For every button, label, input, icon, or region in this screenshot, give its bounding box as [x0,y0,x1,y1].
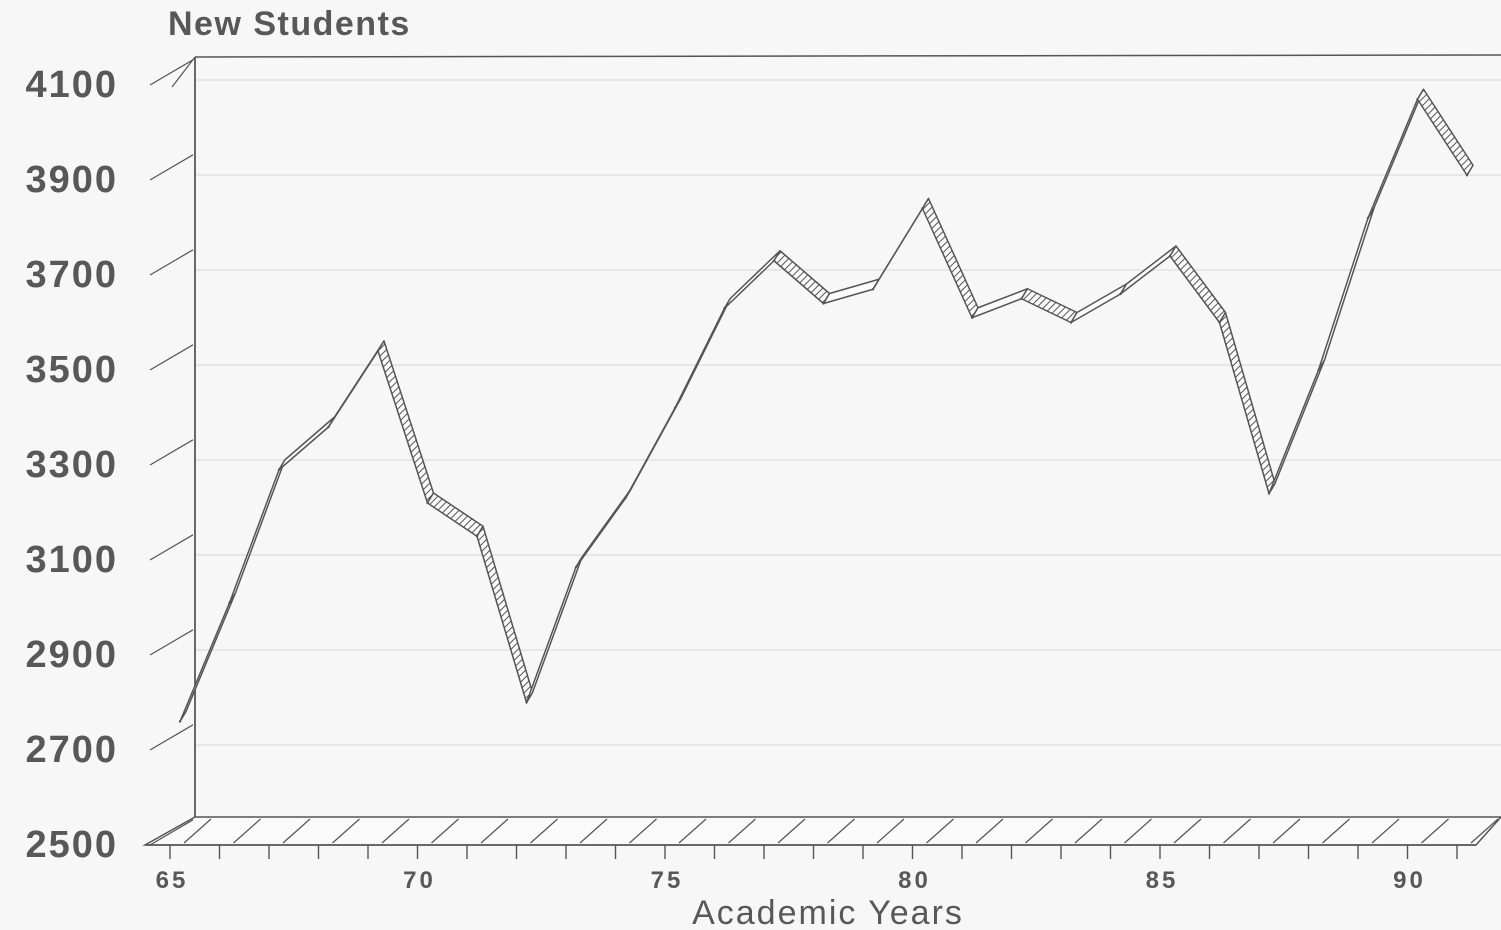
y-tick [149,249,194,276]
data-point [1465,174,1469,177]
data-point [574,565,578,569]
x-tick-label: 70 [403,867,436,894]
x-tick-label: 80 [898,867,931,894]
data-point [178,720,182,723]
y-tick-label: 3700 [25,254,118,296]
data-point [228,601,231,604]
x-tick-label: 90 [1393,867,1426,894]
data-point [327,425,330,429]
y-tick [149,819,194,846]
ribbon-segment [1218,311,1276,495]
data-point [376,349,380,353]
ribbon-segment [476,525,534,704]
data-point [772,259,776,262]
plot-frame [171,54,1501,817]
data-point [822,302,825,305]
data-point [723,307,726,310]
y-tick-label: 3900 [25,159,118,201]
data-point [1317,368,1320,372]
ribbon-segment [1169,245,1227,324]
ribbon-segment [1317,207,1375,371]
ribbon-segment [1367,88,1425,219]
ribbon-segment [723,250,781,309]
x-tick-label: 75 [651,867,684,894]
y-tick [149,59,194,86]
x-tick-label: 85 [1146,867,1179,894]
ribbon-segment [921,197,979,319]
y-tick-label: 3300 [25,444,118,486]
x-axis-label: Academic Years [692,894,964,930]
y-tick [149,534,194,561]
data-point [1218,321,1221,324]
plot-floor [142,816,1501,846]
data-point [921,207,924,210]
ribbon-segment [1020,288,1078,324]
ribbon-segment [624,397,682,499]
y-tick-label: 3100 [25,539,118,581]
ribbon-segment [228,459,286,604]
data-point [277,468,281,471]
ribbon-segment [278,416,336,471]
data-point [1069,321,1073,324]
series-ribbon [178,88,1474,723]
data-point [970,316,974,319]
x-tick-label: 65 [156,867,189,894]
ribbon-segment [1268,359,1326,495]
ribbon-segment [822,278,880,305]
y-tick-label: 2500 [25,824,118,866]
data-point [871,288,875,291]
ribbon-segment [971,288,1029,319]
data-point [1267,492,1271,495]
data-point [673,406,677,410]
y-tick-label: 4100 [25,64,118,106]
ribbon-segment [1070,283,1128,324]
y-tick [149,154,194,181]
ribbon-segment [773,250,831,305]
y-tick-label: 2700 [25,729,118,771]
ribbon-segment [525,556,583,704]
data-point [1020,297,1023,300]
data-point [426,501,429,505]
y-tick [149,439,194,466]
y-tick-label: 3500 [25,349,118,391]
ribbon-segment [1416,88,1474,176]
ribbon-segment [327,340,385,428]
y-tick [149,724,194,751]
y-axis: 2500 2700 2900 3100 3300 3500 3700 3900 4100 [25,57,196,866]
data-point [1416,98,1419,101]
grid [195,79,1501,746]
data-point [624,497,627,500]
y-tick [149,629,194,656]
ribbon-segment [179,592,237,723]
data-point [475,535,479,538]
y-tick-label: 2900 [25,634,118,676]
chart-title: New Students [168,5,411,43]
data-point [525,701,528,704]
data-point [1366,216,1370,220]
y-tick [149,344,194,371]
data-point [1168,254,1172,258]
x-axis: 65 70 75 80 85 90 [145,844,1476,894]
ribbon-segment [674,297,732,409]
ribbon-segment [872,197,930,290]
data-point [1119,292,1122,296]
ribbon-segment [426,492,484,537]
